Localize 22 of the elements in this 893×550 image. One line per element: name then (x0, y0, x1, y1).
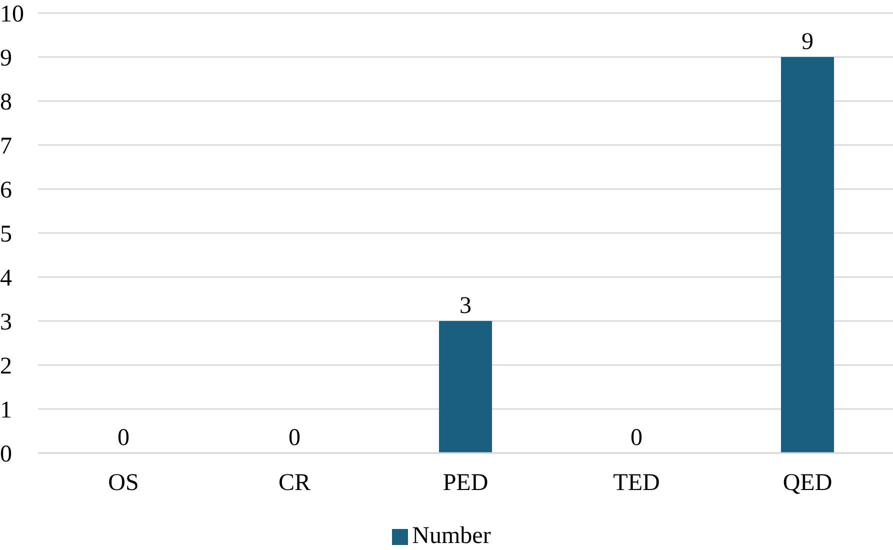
y-tick-label: 2 (0, 354, 12, 380)
legend-label: Number (412, 523, 491, 549)
x-tick-label: CR (278, 470, 311, 496)
data-label: 0 (288, 425, 300, 451)
data-label: 3 (460, 293, 472, 319)
data-label: 9 (802, 29, 814, 55)
data-label: 0 (118, 425, 130, 451)
y-tick-label: 6 (0, 178, 12, 204)
x-tick-label: PED (442, 470, 488, 496)
y-tick-label: 7 (0, 134, 12, 160)
y-tick-label: 4 (0, 266, 12, 292)
y-tick-label: 10 (0, 2, 24, 28)
y-tick-label: 0 (0, 442, 12, 468)
y-tick-label: 5 (0, 222, 12, 248)
x-tick-label: QED (782, 470, 832, 496)
x-tick-label: TED (613, 470, 660, 496)
data-label: 0 (630, 425, 642, 451)
y-tick-label: 8 (0, 90, 12, 116)
y-tick-label: 3 (0, 310, 12, 336)
y-tick-label: 1 (0, 398, 12, 424)
y-tick-label: 9 (0, 46, 12, 72)
x-tick-label: OS (108, 470, 139, 496)
